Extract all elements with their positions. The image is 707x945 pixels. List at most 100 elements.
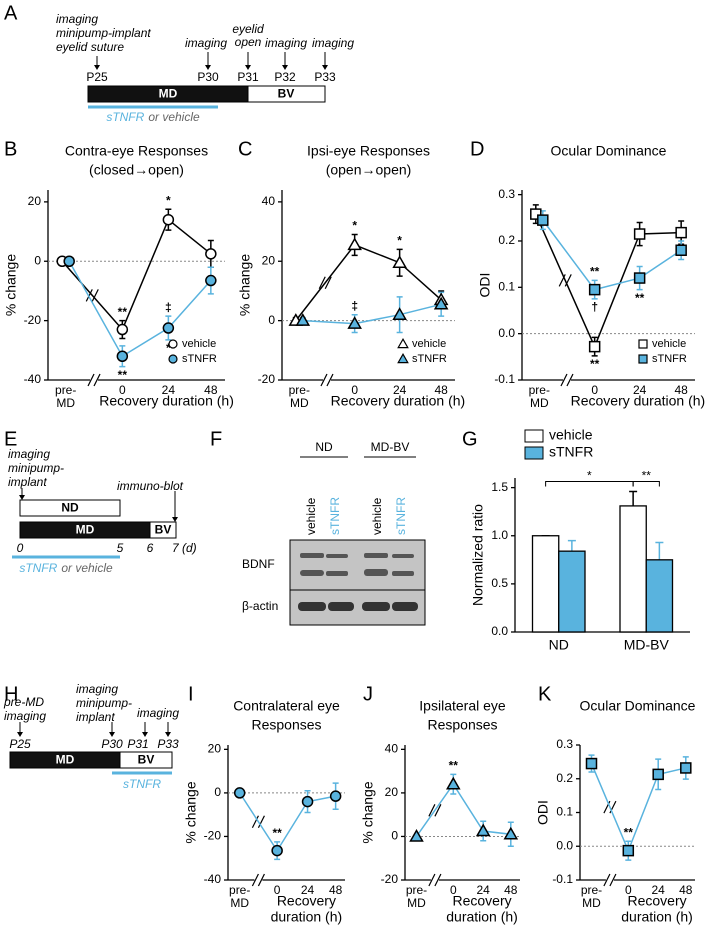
annotation: * — [166, 193, 171, 207]
annotation: * — [166, 341, 171, 355]
legend-label: vehicle — [412, 338, 446, 350]
event-label: imaging — [8, 447, 50, 461]
group-label: ND — [315, 440, 333, 454]
day-label: P32 — [274, 70, 296, 84]
panel-letter: K — [538, 683, 552, 705]
x-tick-label: pre-MD — [55, 384, 77, 410]
series-line — [68, 260, 212, 358]
event-label: implant — [76, 710, 115, 724]
x-tick-label: 48 — [674, 384, 688, 397]
bar — [645, 559, 674, 633]
annotation: ** — [449, 759, 459, 773]
bv-bar — [119, 751, 173, 769]
marker — [638, 339, 648, 349]
x-tick-label: pre-MD — [229, 884, 251, 910]
axis-break — [564, 274, 572, 287]
chart-title: (closed→open) — [89, 162, 184, 178]
legend-swatch — [524, 446, 544, 460]
row-label: BDNF — [242, 557, 275, 571]
y-tick-label: -20 — [24, 313, 42, 327]
label-box: 48 — [679, 884, 693, 897]
y-axis-label: ODI — [477, 273, 493, 298]
y-tick-label: 1.0 — [491, 528, 508, 542]
treatment-label: sTNFR — [123, 777, 161, 791]
axis-break — [257, 815, 265, 829]
panel-letter: F — [210, 428, 222, 450]
chart-title: (open→open) — [326, 162, 412, 178]
x-tick-label: 24 — [300, 884, 315, 897]
label-box: 0 — [351, 384, 358, 397]
annotation: * — [352, 219, 357, 233]
blot-bands — [298, 553, 418, 611]
panel-letter: A — [4, 2, 18, 24]
bar — [531, 535, 560, 633]
event-label: immuno-blot — [117, 479, 184, 493]
x-axis-label: duration (h) — [446, 909, 518, 925]
x-tick-label: 48 — [204, 384, 218, 397]
x-tick-label: 48 — [434, 384, 448, 397]
event-label: minipump- — [76, 696, 132, 710]
marker — [205, 274, 217, 287]
marker — [233, 787, 246, 799]
nd-bar — [19, 499, 121, 517]
legend-label: sTNFR — [652, 353, 687, 365]
event-label: imaging — [4, 709, 46, 723]
day-label: P31 — [237, 70, 259, 84]
marker — [588, 283, 601, 296]
row-label: β-actin — [242, 599, 278, 613]
marker — [633, 228, 646, 240]
chart-title: Contra-eye Responses — [65, 143, 208, 159]
panel-letter: D — [470, 138, 484, 160]
y-tick-label: 0.1 — [556, 805, 573, 819]
label-box: 0 — [450, 884, 457, 897]
y-axis-label: % change — [183, 781, 199, 843]
y-tick-label: 0.5 — [491, 576, 508, 590]
x-axis-label: Recovery duration (h) — [331, 393, 466, 409]
x-tick-label: 48 — [504, 884, 518, 897]
marker — [503, 826, 519, 840]
chart-title: Responses — [427, 717, 497, 733]
event-label: imaging — [137, 706, 179, 720]
marker — [295, 313, 311, 326]
x-tick-label: 24 — [161, 384, 176, 397]
day-label: P30 — [101, 737, 123, 751]
treatment-label: sTNFR or vehicle — [106, 110, 200, 124]
marker — [680, 762, 692, 774]
axis-break — [434, 804, 442, 817]
y-tick-label: -20 — [204, 829, 222, 843]
axis-break — [326, 373, 334, 387]
legend-label: sTNFR — [412, 353, 447, 365]
x-axis-label: Recovery duration (h) — [571, 393, 706, 409]
marker — [347, 316, 362, 329]
day-label: 7 (d) — [172, 541, 197, 555]
x-tick-label: pre-MD — [580, 884, 603, 910]
event-label: imaging — [312, 36, 354, 50]
x-tick-label: 48 — [679, 884, 693, 897]
y-tick-label: 0 — [391, 829, 398, 843]
x-tick-label: 24 — [392, 384, 407, 397]
series-line — [590, 763, 686, 853]
y-tick-label: 40 — [262, 194, 276, 208]
significance-label: ** — [642, 469, 652, 483]
marker — [585, 757, 598, 770]
series-line — [535, 213, 682, 349]
label-box: 24 — [300, 884, 315, 897]
lane-label: vehicle — [370, 497, 384, 535]
arrow-head — [17, 732, 23, 737]
y-tick-label: 0.1 — [498, 279, 515, 293]
legend-label: vehicle — [182, 338, 216, 350]
annotation: ** — [118, 368, 128, 382]
x-tick-label: 24 — [651, 884, 665, 897]
axis-break — [251, 815, 259, 829]
marker — [63, 255, 75, 267]
annotation: ** — [590, 357, 600, 371]
y-tick-label: -0.1 — [494, 372, 515, 386]
x-tick-label: 24 — [632, 384, 647, 397]
axis-break — [320, 373, 328, 387]
marker — [397, 352, 409, 364]
marker — [392, 255, 407, 268]
event-label: imaging — [185, 36, 227, 50]
label-box: pre-MD — [580, 884, 603, 910]
marker — [205, 248, 217, 260]
bv-bar — [247, 85, 326, 103]
